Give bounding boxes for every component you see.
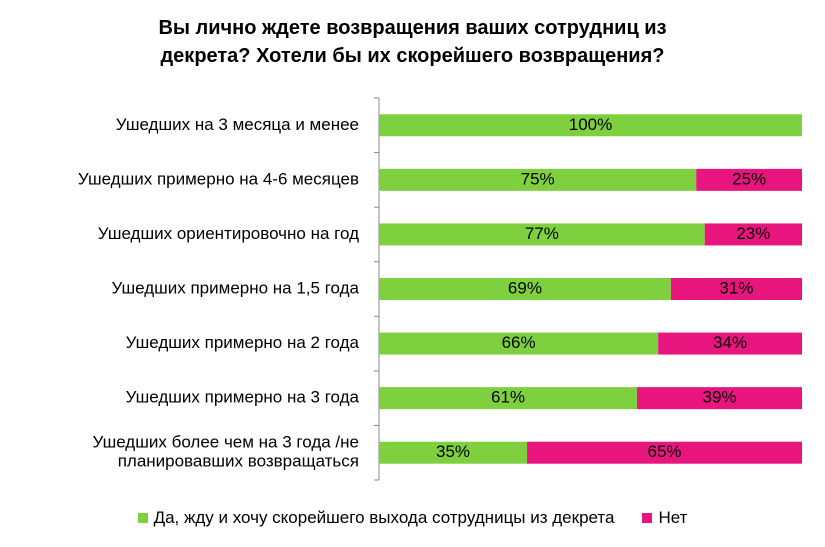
bar-segment-yes <box>379 332 659 355</box>
bar-segment-no <box>658 332 802 355</box>
legend-item-no: Нет <box>642 508 687 528</box>
data-label-yes: 100% <box>569 115 612 134</box>
data-label-no: 39% <box>702 388 736 407</box>
legend-swatch-no <box>642 513 653 523</box>
chart-title-line-1: Вы лично ждете возвращения ваших сотрудн… <box>158 17 667 39</box>
bar-segment-yes <box>379 223 705 246</box>
data-label-yes: 75% <box>521 169 555 188</box>
legend-swatch-yes <box>137 513 148 523</box>
category-label: Ушедших примерно на 4-6 месяцев <box>78 169 359 188</box>
bar-segment-yes <box>379 168 697 191</box>
category-label: планировавших возвращаться <box>118 452 359 471</box>
data-label-no: 31% <box>719 278 753 297</box>
data-label-no: 23% <box>736 224 770 243</box>
data-label-yes: 66% <box>502 333 536 352</box>
legend-label-yes: Да, жду и хочу скорейшего выхода сотрудн… <box>153 508 615 527</box>
data-label-no: 34% <box>713 333 747 352</box>
bar-segment-no <box>704 223 802 246</box>
stacked-bar-chart: Ушедших на 3 месяца и менее 100% Ушедших п… <box>78 97 802 481</box>
category-label: Ушедших примерно на 2 года <box>126 333 360 352</box>
data-label-no: 65% <box>648 442 682 461</box>
bar-segment-no <box>527 441 802 464</box>
category-label: Ушедших более чем на 3 года /не <box>93 433 359 452</box>
bar-segment-yes <box>379 278 671 300</box>
chart-legend: Да, жду и хочу скорейшего выхода сотрудн… <box>0 508 825 528</box>
data-label-yes: 35% <box>436 442 470 461</box>
bar-segment-no <box>696 168 802 191</box>
legend-item-yes: Да, жду и хочу скорейшего выхода сотрудн… <box>137 508 615 528</box>
category-label: Ушедших примерно на 1,5 года <box>111 278 359 297</box>
chart-title: Вы лично ждете возвращения ваших сотрудн… <box>0 14 825 70</box>
category-label: Ушедших на 3 месяца и менее <box>116 115 359 134</box>
data-label-no: 25% <box>732 169 766 188</box>
bar-segment-yes <box>379 387 638 410</box>
data-label-yes: 69% <box>508 278 542 297</box>
data-label-yes: 77% <box>525 224 559 243</box>
bar-segment-no <box>670 278 802 300</box>
bar-segment-no <box>637 387 802 410</box>
data-label-yes: 61% <box>491 388 525 407</box>
chart-title-line-2: декрета? Хотели бы их скорейшего возвращ… <box>160 45 665 67</box>
category-label: Ушедших ориентировочно на год <box>98 224 359 243</box>
category-label: Ушедших примерно на 3 года <box>126 388 360 407</box>
legend-label-no: Нет <box>658 508 688 527</box>
bar-segment-yes <box>379 441 528 464</box>
bar-segment-yes <box>379 114 802 137</box>
